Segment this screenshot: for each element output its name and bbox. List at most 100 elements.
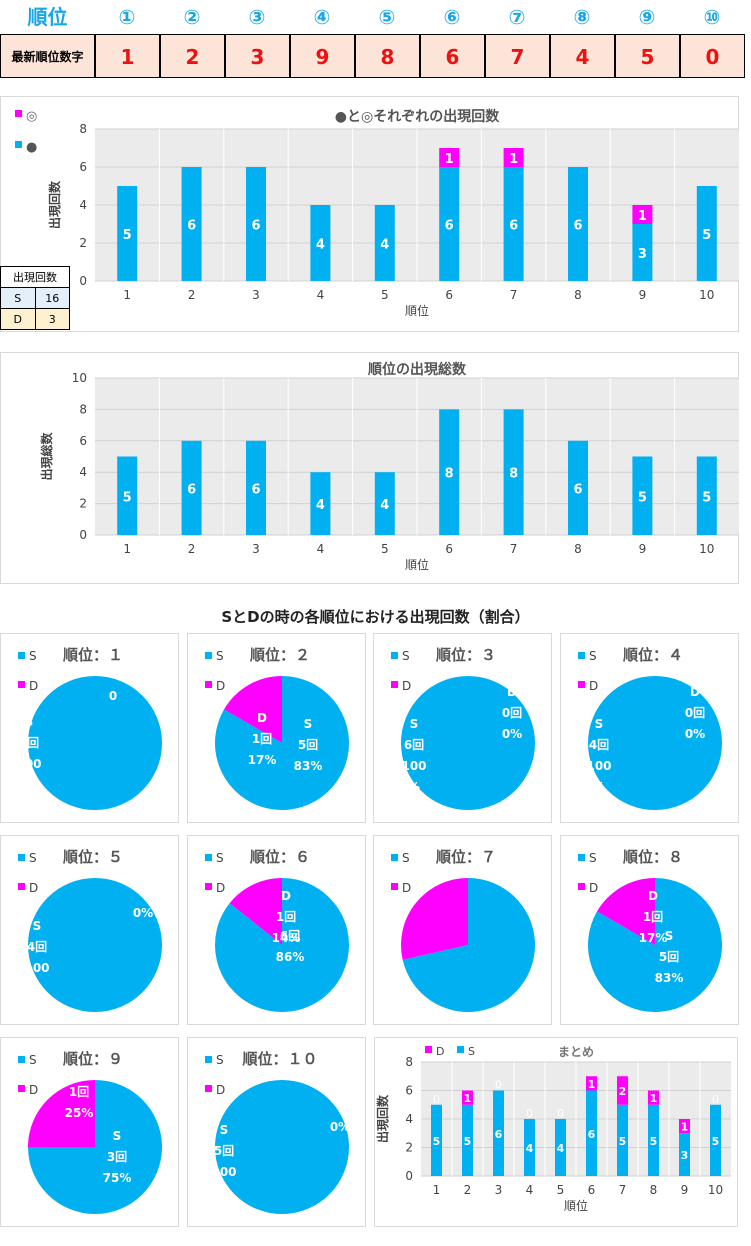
pie-chart-6: 順位：６ S D 6回 86% D 1回 14% xyxy=(205,848,349,1012)
counts-table-header: 出現回数 xyxy=(0,266,70,288)
bar xyxy=(439,409,460,535)
data-label: 8 xyxy=(509,467,518,482)
pie-label-s: S xyxy=(665,929,674,943)
summary-bar-chart: 0 2 4 6 8 1 5 0 2 5 1 3 6 0 4 4 0 5 4 0 6 6 1 7 5 2 8 5 1 9 3 1 10 5 0 まとめ順… xyxy=(375,1045,731,1213)
data-label: 4 xyxy=(557,1142,565,1155)
bar xyxy=(117,186,138,281)
bar xyxy=(568,440,588,535)
pie-slice-s xyxy=(215,676,349,810)
data-label: 5 xyxy=(123,490,132,505)
x-tick-label: 8 xyxy=(650,1183,658,1197)
pie-label-s: 83% xyxy=(294,759,323,773)
pie-slice-d xyxy=(28,1080,95,1147)
pie-label-s: 100 xyxy=(401,759,426,773)
data-label: 4 xyxy=(380,498,389,513)
bar xyxy=(462,1104,473,1176)
pie-label-d: 0 xyxy=(336,1099,344,1113)
legend-label-d: D xyxy=(402,881,411,895)
pie-panel-3: 順位：３ S D S 6回 100% D 0回 0% xyxy=(373,633,552,823)
y-tick-label: 2 xyxy=(405,1141,413,1155)
bar xyxy=(503,409,524,535)
pie-label-s: 5回 xyxy=(214,1144,234,1158)
y-axis-title: 出現回数 xyxy=(47,180,62,229)
legend-marker-s xyxy=(457,1046,464,1053)
pie-label-d: 0 xyxy=(139,885,147,899)
y-tick-label: 0 xyxy=(79,528,87,542)
legend-marker-d xyxy=(205,1085,212,1092)
x-tick-label: 9 xyxy=(681,1183,689,1197)
data-label: 6 xyxy=(588,1128,596,1141)
pie-label-d: 17% xyxy=(248,753,277,767)
counts-row-value: 16 xyxy=(34,287,70,309)
y-tick-label: 4 xyxy=(79,198,87,212)
legend-label-s: ● xyxy=(26,140,37,155)
pie-label-d: 0% xyxy=(133,906,153,920)
bar xyxy=(632,205,653,224)
legend-marker-d xyxy=(205,681,212,688)
legend-marker-s xyxy=(391,854,398,861)
bar xyxy=(462,1090,473,1105)
pie-label-d: 1回 xyxy=(69,1085,89,1099)
bar xyxy=(679,1119,690,1134)
pie-label-s: 100 xyxy=(24,961,49,975)
pie-slice-s xyxy=(402,878,535,1012)
bar xyxy=(310,472,331,535)
legend-label-s: S xyxy=(468,1045,475,1058)
data-label: 8 xyxy=(445,467,454,482)
pie-label-s: 5回 xyxy=(659,950,679,964)
pie-title: 順位：４ xyxy=(622,646,683,664)
position-header-3: ③ xyxy=(248,5,266,29)
chart-title: まとめ xyxy=(558,1045,594,1059)
pie-label-d: 1回 xyxy=(252,732,272,746)
x-tick-label: 9 xyxy=(639,542,647,556)
data-label: 3 xyxy=(638,247,647,262)
data-label: 5 xyxy=(619,1135,627,1148)
pie-label-d: 1回 xyxy=(643,910,663,924)
x-tick-label: 3 xyxy=(252,288,260,302)
data-label: 6 xyxy=(187,482,196,497)
y-tick-label: 10 xyxy=(72,371,87,385)
y-tick-label: 8 xyxy=(405,1055,413,1069)
data-label: 5 xyxy=(702,490,711,505)
pie-label-d: D xyxy=(648,889,658,903)
pie-label-d: 0 xyxy=(109,689,117,703)
pie-label-s: S xyxy=(113,1129,122,1143)
chart-summary-panel: 0 2 4 6 8 1 5 0 2 5 1 3 6 0 4 4 0 5 4 0 6 6 1 7 5 2 8 5 1 9 3 1 10 5 0 まとめ順… xyxy=(374,1037,738,1227)
y-tick-label: 0 xyxy=(79,274,87,288)
x-tick-label: 7 xyxy=(510,542,518,556)
header-title: 順位 xyxy=(27,5,68,29)
pie-label-s: % xyxy=(408,780,420,794)
data-label: 0 xyxy=(526,1107,533,1120)
pie-title: 順位：７ xyxy=(435,848,496,866)
pie-label-s: 5回 xyxy=(19,736,39,750)
x-tick-label: 8 xyxy=(574,542,582,556)
pie-slice-s xyxy=(28,878,162,1012)
data-label: 1 xyxy=(650,1092,658,1105)
bar xyxy=(586,1090,597,1176)
pie-title: 順位：６ xyxy=(249,848,310,866)
x-tick-label: 10 xyxy=(708,1183,723,1197)
data-label: 6 xyxy=(573,219,582,234)
pie-label-d: D xyxy=(281,889,291,903)
legend-label-s: S xyxy=(216,851,224,865)
bar xyxy=(246,440,266,535)
x-tick-label: 2 xyxy=(188,288,196,302)
chart-title: 順位の出現総数 xyxy=(368,361,467,378)
legend-marker-d xyxy=(578,681,585,688)
legend-marker-d xyxy=(205,883,212,890)
data-label: 6 xyxy=(251,482,260,497)
bar xyxy=(310,205,331,281)
pie-slice-s xyxy=(28,1080,162,1214)
y-tick-label: 6 xyxy=(405,1084,413,1098)
x-tick-label: 6 xyxy=(588,1183,596,1197)
pie-slice-s xyxy=(588,676,722,810)
position-header-10: ⑩ xyxy=(703,5,721,29)
x-tick-label: 2 xyxy=(188,542,196,556)
pie-label-d: 0回 xyxy=(685,706,705,720)
pie-label-s: 6回 xyxy=(404,738,424,752)
legend-label-d: D xyxy=(216,881,225,895)
legend-label-s: S xyxy=(216,649,224,663)
pie-label-d: D xyxy=(507,685,517,699)
pie-label-d: 17% xyxy=(639,931,668,945)
legend-marker-s xyxy=(578,652,585,659)
